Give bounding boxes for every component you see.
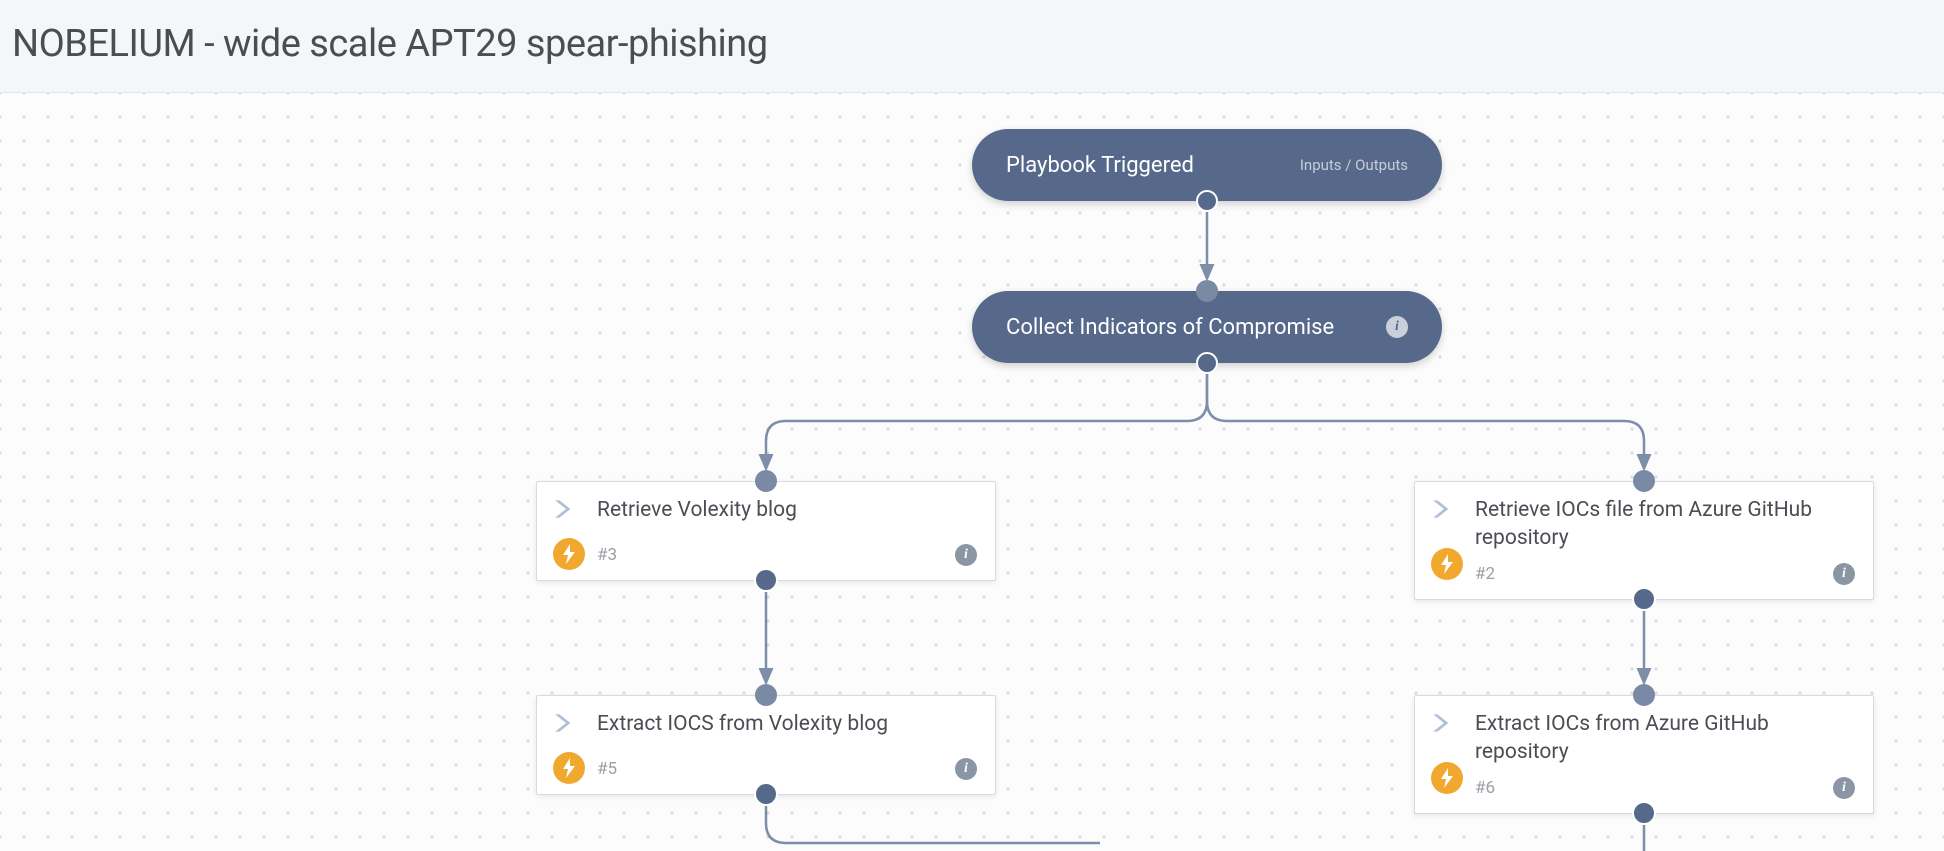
task-card-extract-azure[interactable]: Extract IOCs from Azure GitHub repositor… — [1414, 695, 1874, 814]
playbook-canvas[interactable]: Playbook Triggered Inputs / Outputs Coll… — [0, 93, 1944, 851]
page-header: NOBELIUM - wide scale APT29 spear-phishi… — [0, 0, 1944, 93]
info-icon[interactable]: i — [955, 758, 977, 780]
chevron-right-icon — [1431, 712, 1457, 738]
bolt-icon — [553, 538, 585, 570]
connector-dot[interactable] — [1633, 470, 1655, 492]
task-id: #2 — [1475, 564, 1495, 584]
info-icon[interactable]: i — [955, 544, 977, 566]
task-id: #3 — [597, 545, 617, 565]
connector-dot[interactable] — [755, 470, 777, 492]
connector-dot[interactable] — [755, 684, 777, 706]
bolt-icon — [1431, 548, 1463, 580]
trigger-label: Playbook Triggered — [1006, 153, 1194, 178]
task-title: Extract IOCS from Volexity blog — [597, 710, 977, 738]
connector-dot[interactable] — [1196, 190, 1218, 212]
task-card-extract-volexity[interactable]: Extract IOCS from Volexity blog #5 i — [536, 695, 996, 795]
bolt-icon — [553, 752, 585, 784]
task-card-retrieve-azure-iocs[interactable]: Retrieve IOCs file from Azure GitHub rep… — [1414, 481, 1874, 600]
connector-dot[interactable] — [1196, 280, 1218, 302]
connector-dot[interactable] — [1196, 352, 1218, 374]
chevron-right-icon — [553, 498, 579, 524]
chevron-right-icon — [553, 712, 579, 738]
task-title: Retrieve Volexity blog — [597, 496, 977, 524]
page-title: NOBELIUM - wide scale APT29 spear-phishi… — [12, 22, 1932, 66]
trigger-node[interactable]: Playbook Triggered Inputs / Outputs — [972, 129, 1442, 201]
info-icon[interactable]: i — [1386, 316, 1408, 338]
connector-dot[interactable] — [1633, 684, 1655, 706]
bolt-icon — [1431, 762, 1463, 794]
info-icon[interactable]: i — [1833, 777, 1855, 799]
task-title: Extract IOCs from Azure GitHub repositor… — [1475, 710, 1855, 767]
connector-dot[interactable] — [754, 568, 778, 592]
task-title: Retrieve IOCs file from Azure GitHub rep… — [1475, 496, 1855, 553]
info-icon[interactable]: i — [1833, 563, 1855, 585]
connector-dot[interactable] — [754, 782, 778, 806]
section-node[interactable]: Collect Indicators of Compromise i — [972, 291, 1442, 363]
task-id: #5 — [597, 759, 617, 779]
task-card-retrieve-volexity[interactable]: Retrieve Volexity blog #3 i — [536, 481, 996, 581]
section-label: Collect Indicators of Compromise — [1006, 315, 1334, 340]
task-id: #6 — [1475, 778, 1495, 798]
connector-dot[interactable] — [1632, 801, 1656, 825]
io-label[interactable]: Inputs / Outputs — [1300, 156, 1408, 174]
chevron-right-icon — [1431, 498, 1457, 524]
connector-dot[interactable] — [1632, 587, 1656, 611]
